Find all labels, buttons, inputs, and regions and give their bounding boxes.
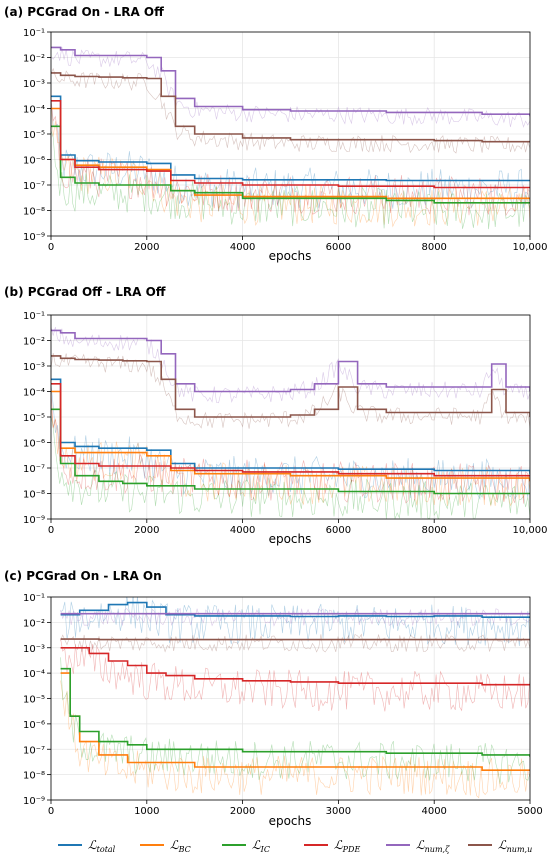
x-tick-label: 0 [48,806,54,817]
y-tick-label: 10⁻⁴ [23,388,45,399]
y-tick-label: 10⁻⁹ [23,515,45,526]
x-tick-label: 4000 [421,806,446,817]
noise-band-L_PDE [51,387,530,504]
y-tick-label: 10⁻² [23,618,45,629]
legend-label: ℒBC [170,838,191,854]
series-line-L_total [51,378,530,474]
x-tick-label: 5000 [517,806,542,817]
noise-band-L_num_u [60,633,530,653]
x-tick-label: 4000 [230,525,255,536]
x-tick-label: 10,000 [513,525,548,536]
noise-band-L_IC [51,415,530,519]
y-tick-label: 10⁻⁵ [23,413,45,424]
noise-band-L_PDE [60,638,530,712]
series-line-L_num_u [51,72,530,143]
series-line-L_PDE [51,100,530,189]
y-tick-label: 10⁻⁵ [23,695,45,706]
y-tick-label: 10⁻⁵ [23,130,45,141]
y-tick-label: 10⁻⁴ [23,669,45,680]
noise-band-L_BC [51,100,530,228]
y-tick-label: 10⁻⁹ [23,232,45,243]
y-tick-label: 10⁻⁷ [23,745,45,756]
legend: ℒtotal ℒBC ℒIC ℒPDE ℒnum,ζ ℒnum,u [58,838,532,854]
y-tick-label: 10⁻³ [23,79,45,90]
x-tick-label: 3000 [326,806,351,817]
y-tick-label: 10⁻⁶ [23,156,45,167]
legend-label: ℒnum,u [498,838,532,854]
y-tick-label: 10⁻³ [23,644,45,655]
x-tick-label: 6000 [326,525,351,536]
y-tick-label: 10⁻⁷ [23,464,45,475]
panel-b-xlabel: epochs [269,532,312,546]
noise-band-L_num_zeta [60,607,530,627]
panel-b: (b) PCGrad Off - LRA Off epochs 0 2000 400… [4,285,548,546]
x-tick-label: 6000 [326,242,351,253]
y-tick-label: 10⁻⁷ [23,181,45,192]
series-group [60,597,530,799]
y-tick-label: 10⁻⁸ [23,207,45,218]
panel-c-title: (c) PCGrad On - LRA On [4,569,162,583]
y-tick-label: 10⁻³ [23,362,45,373]
series-line-L_num_zeta [51,329,530,393]
panel-b-title: (b) PCGrad Off - LRA Off [4,285,166,299]
series-line-L_PDE [60,647,530,686]
x-tick-label: 0 [48,525,54,536]
x-tick-label: 2000 [134,525,159,536]
x-tick-label: 0 [48,242,54,253]
y-tick-label: 10⁻⁴ [23,105,45,116]
panel-a: (a) PCGrad On - LRA Off epochs 0 2000 4000… [4,5,548,263]
x-tick-label: 8000 [421,242,446,253]
noise-band-L_num_zeta [51,326,530,404]
y-tick-label: 10⁻² [23,54,45,65]
series-line-L_total [60,601,530,618]
x-tick-label: 1000 [134,806,159,817]
panel-a-title: (a) PCGrad On - LRA Off [4,5,164,19]
noise-band-L_total [60,597,530,647]
legend-label: ℒnum,ζ [416,838,450,854]
noise-band-L_BC [60,680,530,799]
series-line-L_num_u [51,355,530,418]
y-tick-label: 10⁻¹ [23,311,45,322]
y-tick-label: 10⁻⁸ [23,771,45,782]
x-tick-label: 10,000 [513,242,548,253]
legend-label: ℒIC [252,838,270,854]
y-tick-label: 10⁻⁸ [23,490,45,501]
series-line-L_BC [60,672,530,771]
noise-band-L_PDE [51,97,530,217]
noise-band-L_BC [51,404,530,507]
x-tick-label: 2000 [134,242,159,253]
panel-a-xlabel: epochs [269,249,312,263]
y-tick-label: 10⁻² [23,337,45,348]
y-tick-label: 10⁻⁶ [23,439,45,450]
noise-band-L_IC [60,657,530,784]
y-tick-label: 10⁻¹ [23,28,45,39]
legend-label: ℒtotal [88,838,116,854]
x-tick-label: 2000 [230,806,255,817]
noise-band-L_num_u [51,353,530,429]
series-group [51,326,530,519]
x-tick-label: 4000 [230,242,255,253]
noise-band-L_total [51,98,530,209]
series-line-L_num_u [60,638,530,641]
series-line-L_num_zeta [51,46,530,117]
y-tick-label: 10⁻⁹ [23,796,45,807]
y-tick-label: 10⁻⁶ [23,720,45,731]
panel-c: (c) PCGrad On - LRA On epochs 0 1000 2000 3… [4,569,543,828]
series-line-L_IC [51,125,530,204]
y-tick-label: 10⁻¹ [23,593,45,604]
series-group [51,46,530,230]
series-line-L_IC [60,667,530,757]
x-tick-label: 8000 [421,525,446,536]
legend-label: ℒPDE [334,838,360,854]
series-line-L_IC [51,408,530,495]
noise-band-L_num_zeta [51,47,530,128]
series-line-L_PDE [51,383,530,477]
panel-c-xlabel: epochs [269,814,312,828]
